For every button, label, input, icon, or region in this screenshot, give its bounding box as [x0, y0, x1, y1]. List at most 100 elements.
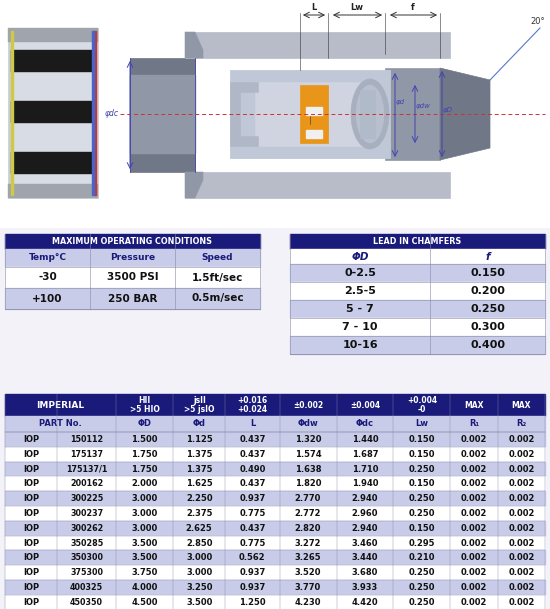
Text: 2.770: 2.770 [295, 494, 321, 503]
Text: 2.250: 2.250 [186, 494, 212, 503]
Text: 0.002: 0.002 [461, 479, 487, 488]
Bar [11, 50, 95, 71]
Bar [5, 234, 260, 309]
Text: 4.420: 4.420 [351, 597, 378, 607]
Text: 300262: 300262 [70, 524, 103, 533]
Bar [255, 82, 365, 146]
Text: 0.002: 0.002 [461, 449, 487, 459]
Text: +0.004
-0: +0.004 -0 [407, 396, 437, 414]
Bar [11, 31, 13, 195]
Text: IOP: IOP [23, 597, 39, 607]
Text: 1.5ft/sec: 1.5ft/sec [192, 272, 243, 283]
Text: MAX: MAX [464, 401, 484, 409]
Text: 3.500: 3.500 [186, 597, 212, 607]
Text: 0.250: 0.250 [409, 494, 435, 503]
Text: 1.320: 1.320 [295, 435, 321, 444]
Text: 250 BAR: 250 BAR [108, 294, 157, 303]
Bar [5, 447, 545, 462]
Text: 0.250: 0.250 [470, 304, 505, 314]
Text: +100: +100 [32, 294, 63, 303]
Bar [11, 152, 95, 172]
Text: 3.250: 3.250 [186, 583, 212, 592]
Text: 0.775: 0.775 [239, 509, 266, 518]
Text: 10-16: 10-16 [342, 340, 378, 350]
Bar [5, 491, 545, 506]
Bar [5, 535, 545, 551]
Text: Pressure: Pressure [110, 253, 155, 262]
Text: φD: φD [443, 107, 453, 113]
Bar [5, 521, 545, 535]
Bar [130, 58, 195, 172]
Text: HII
>5 HIO: HII >5 HIO [130, 396, 159, 414]
Text: -30: -30 [38, 272, 57, 283]
Text: 7 - 10: 7 - 10 [342, 322, 378, 332]
Text: ΦD: ΦD [351, 252, 369, 261]
Text: 0.437: 0.437 [239, 524, 266, 533]
Bar [290, 282, 545, 300]
Text: 0.250: 0.250 [409, 465, 435, 474]
Text: 0.150: 0.150 [409, 479, 435, 488]
Text: 350285: 350285 [70, 538, 103, 547]
Text: 0.002: 0.002 [461, 597, 487, 607]
Text: IMPERIAL: IMPERIAL [36, 401, 85, 409]
Text: 20°: 20° [530, 17, 544, 26]
Bar [290, 234, 545, 249]
Text: 3.000: 3.000 [186, 554, 212, 562]
Bar [5, 249, 260, 267]
Text: 2.5-5: 2.5-5 [344, 286, 376, 296]
Text: PART No.: PART No. [39, 420, 82, 429]
Text: 2.772: 2.772 [295, 509, 321, 518]
Text: 175137: 175137 [70, 449, 103, 459]
Text: +0.016
+0.024: +0.016 +0.024 [238, 396, 267, 414]
Bar [290, 336, 545, 354]
Text: 0.002: 0.002 [508, 449, 535, 459]
Text: 1.500: 1.500 [131, 435, 158, 444]
Text: 2.960: 2.960 [352, 509, 378, 518]
Bar [290, 318, 545, 336]
Text: 1.940: 1.940 [352, 479, 378, 488]
Ellipse shape [351, 79, 389, 149]
Bar [130, 75, 195, 153]
Text: 0.002: 0.002 [508, 597, 535, 607]
Text: 200162: 200162 [70, 479, 103, 488]
Text: 3.500: 3.500 [131, 554, 158, 562]
Text: 2.625: 2.625 [186, 524, 213, 533]
Text: Φd: Φd [192, 420, 206, 429]
Text: 150112: 150112 [70, 435, 103, 444]
Text: 1.125: 1.125 [186, 435, 213, 444]
Text: R₂: R₂ [318, 116, 327, 124]
Text: 0.002: 0.002 [508, 568, 535, 577]
Text: 1.250: 1.250 [239, 597, 266, 607]
Text: IOP: IOP [23, 465, 39, 474]
Text: Lw: Lw [350, 4, 364, 13]
Bar [290, 234, 545, 354]
Text: 1.375: 1.375 [186, 449, 212, 459]
Text: 0.002: 0.002 [508, 465, 535, 474]
Text: 0.400: 0.400 [470, 340, 505, 350]
Bar [230, 70, 390, 158]
Text: 0.437: 0.437 [239, 435, 266, 444]
Text: 0.002: 0.002 [461, 494, 487, 503]
Bar [5, 580, 545, 595]
Polygon shape [230, 82, 258, 146]
Text: IOP: IOP [23, 538, 39, 547]
Text: φd: φd [396, 99, 405, 105]
Text: IOP: IOP [23, 568, 39, 577]
Text: ΦD: ΦD [138, 420, 152, 429]
Text: 300237: 300237 [70, 509, 103, 518]
Bar [94, 31, 96, 195]
Text: 0.002: 0.002 [508, 554, 535, 562]
Text: 450350: 450350 [70, 597, 103, 607]
Text: 3.000: 3.000 [186, 568, 212, 577]
Text: φdc: φdc [105, 110, 119, 119]
Ellipse shape [356, 85, 384, 143]
Text: 0.937: 0.937 [239, 583, 266, 592]
Text: 0-2.5: 0-2.5 [344, 268, 376, 278]
Text: 0.002: 0.002 [508, 435, 535, 444]
Text: 0.5m/sec: 0.5m/sec [191, 294, 244, 303]
Text: 1.820: 1.820 [295, 479, 321, 488]
Text: 0.002: 0.002 [508, 494, 535, 503]
Text: 3.500: 3.500 [131, 538, 158, 547]
Text: 0.150: 0.150 [409, 524, 435, 533]
Text: 0.002: 0.002 [461, 538, 487, 547]
